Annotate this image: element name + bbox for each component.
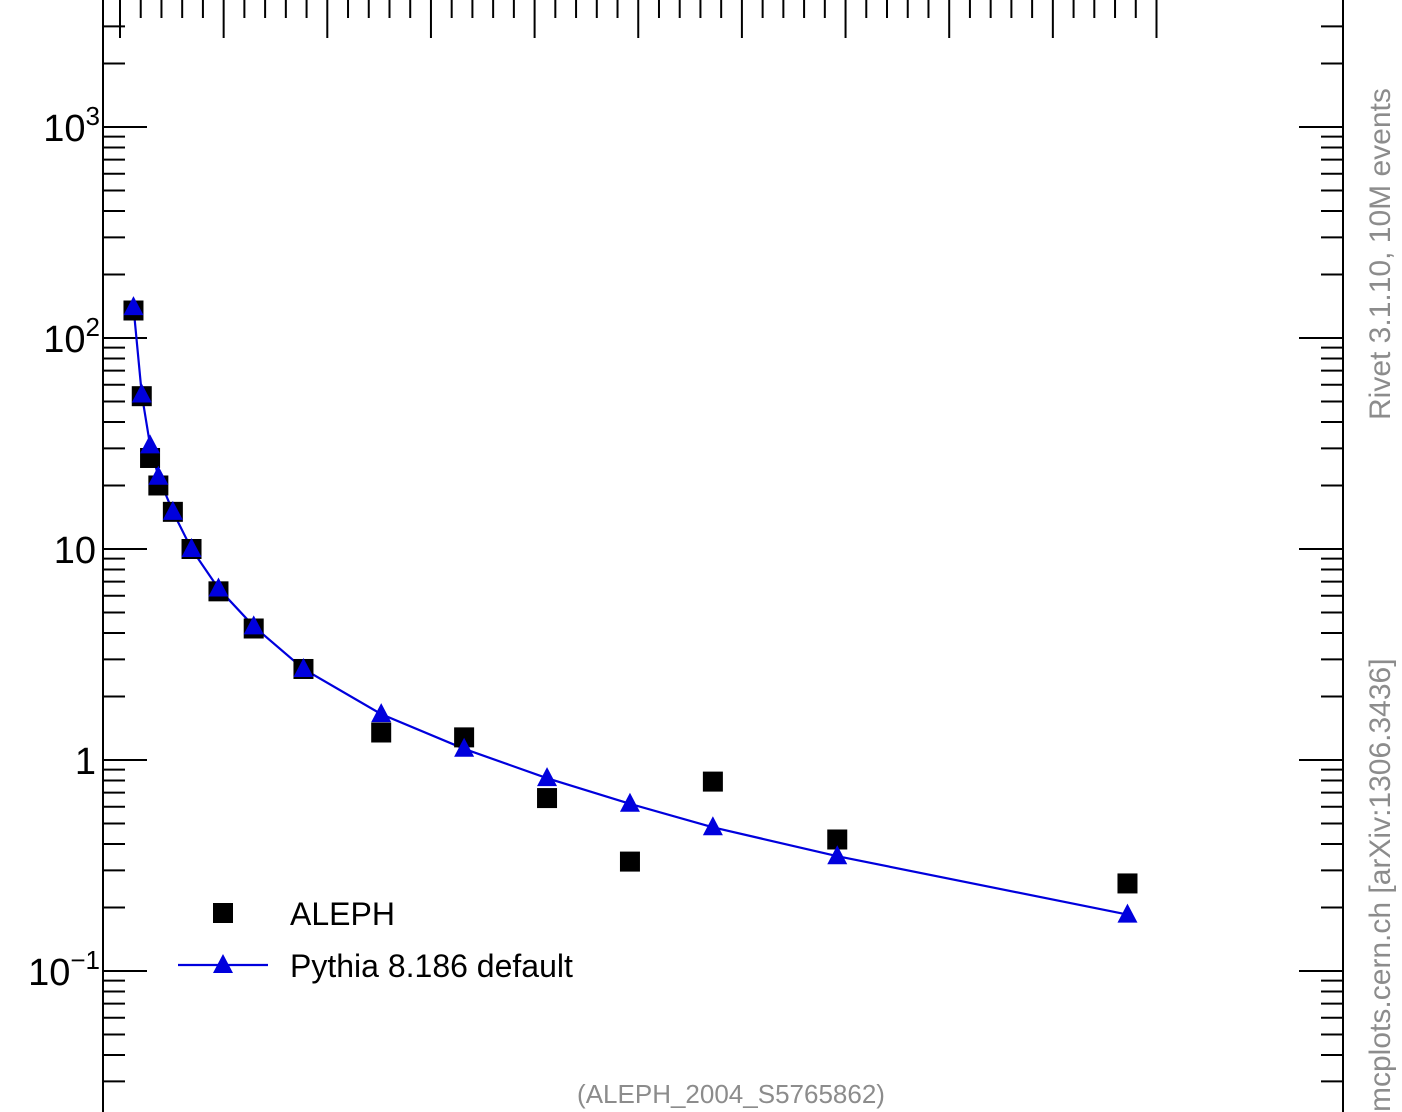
pythia-curve — [132, 307, 1128, 916]
legend-pythia-marker — [213, 954, 233, 973]
legend-aleph-marker — [213, 903, 233, 923]
pythia-series-line — [132, 307, 1128, 916]
plot-border — [102, 0, 1344, 1112]
pythia-data-point — [537, 767, 558, 787]
legend-pythia-label: Pythia 8.186 default — [290, 948, 573, 984]
y-tick-label: 103 — [43, 101, 100, 150]
pythia-data-point — [162, 500, 183, 520]
pythia-data-point — [702, 816, 723, 836]
pythia-points — [123, 296, 1138, 923]
pythia-data-point — [208, 577, 229, 597]
pythia-data-point — [140, 434, 161, 454]
pythia-data-point — [123, 296, 144, 316]
aleph-data-point — [371, 722, 392, 743]
pythia-data-point — [293, 657, 314, 677]
axis-ticks — [103, 0, 1343, 1083]
plot-frame — [102, 0, 1344, 1112]
y-tick-label: 10 — [54, 530, 96, 572]
aleph-data-point — [537, 788, 558, 809]
y-tick-label: 1 — [75, 741, 96, 783]
aleph-data-point — [619, 851, 640, 872]
analysis-id-label: (ALEPH_2004_S5765862) — [577, 1079, 885, 1109]
rivet-version-label: Rivet 3.1.10, 10M events — [1364, 88, 1397, 420]
legend: ALEPH Pythia 8.186 default — [178, 896, 573, 984]
y-tick-label: 10−1 — [28, 945, 100, 994]
pythia-data-point — [827, 845, 848, 865]
pythia-data-point — [148, 465, 169, 485]
aleph-data-point — [702, 771, 723, 792]
legend-aleph-label: ALEPH — [290, 896, 395, 932]
aleph-data-point — [827, 829, 848, 850]
pythia-data-point — [181, 538, 202, 557]
pythia-data-point — [371, 703, 392, 723]
pythia-data-point — [619, 792, 640, 812]
pythia-data-point — [243, 615, 264, 635]
pythia-data-point — [454, 737, 475, 757]
aleph-data-point — [454, 727, 475, 748]
pythia-data-point — [131, 383, 152, 403]
aleph-data-point — [1117, 873, 1138, 894]
pythia-data-point — [1117, 903, 1138, 923]
y-tick-label: 102 — [43, 312, 100, 361]
mcplots-source-label: mcplots.cern.ch [arXiv:1306.3436] — [1364, 658, 1397, 1112]
